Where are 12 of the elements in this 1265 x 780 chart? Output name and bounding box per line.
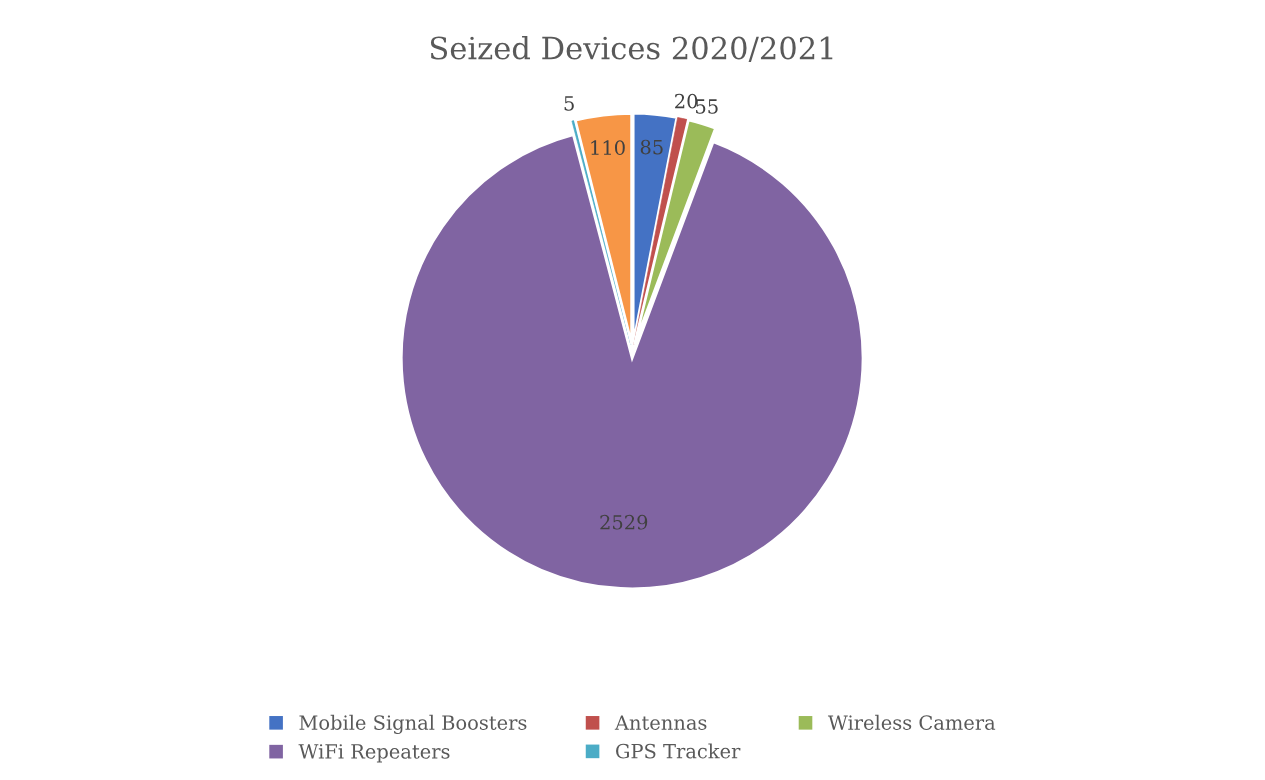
data-label: 110 (591, 140, 625, 156)
legend-label: WiFi Repeaters (298, 744, 450, 763)
data-label: 5 (564, 96, 574, 111)
legend-label: Mobile Signal Boosters (299, 714, 527, 734)
legend-label: GPS Tracker (616, 743, 741, 759)
legend-label: Antennas (614, 715, 707, 730)
data-label: 2529 (600, 514, 648, 530)
chart-title: Seized Devices 2020/2021 (430, 35, 833, 62)
legend-label: Wireless Camera (827, 714, 996, 730)
data-label: 55 (696, 99, 718, 114)
data-label: 85 (640, 139, 663, 155)
data-label: 20 (675, 93, 698, 109)
